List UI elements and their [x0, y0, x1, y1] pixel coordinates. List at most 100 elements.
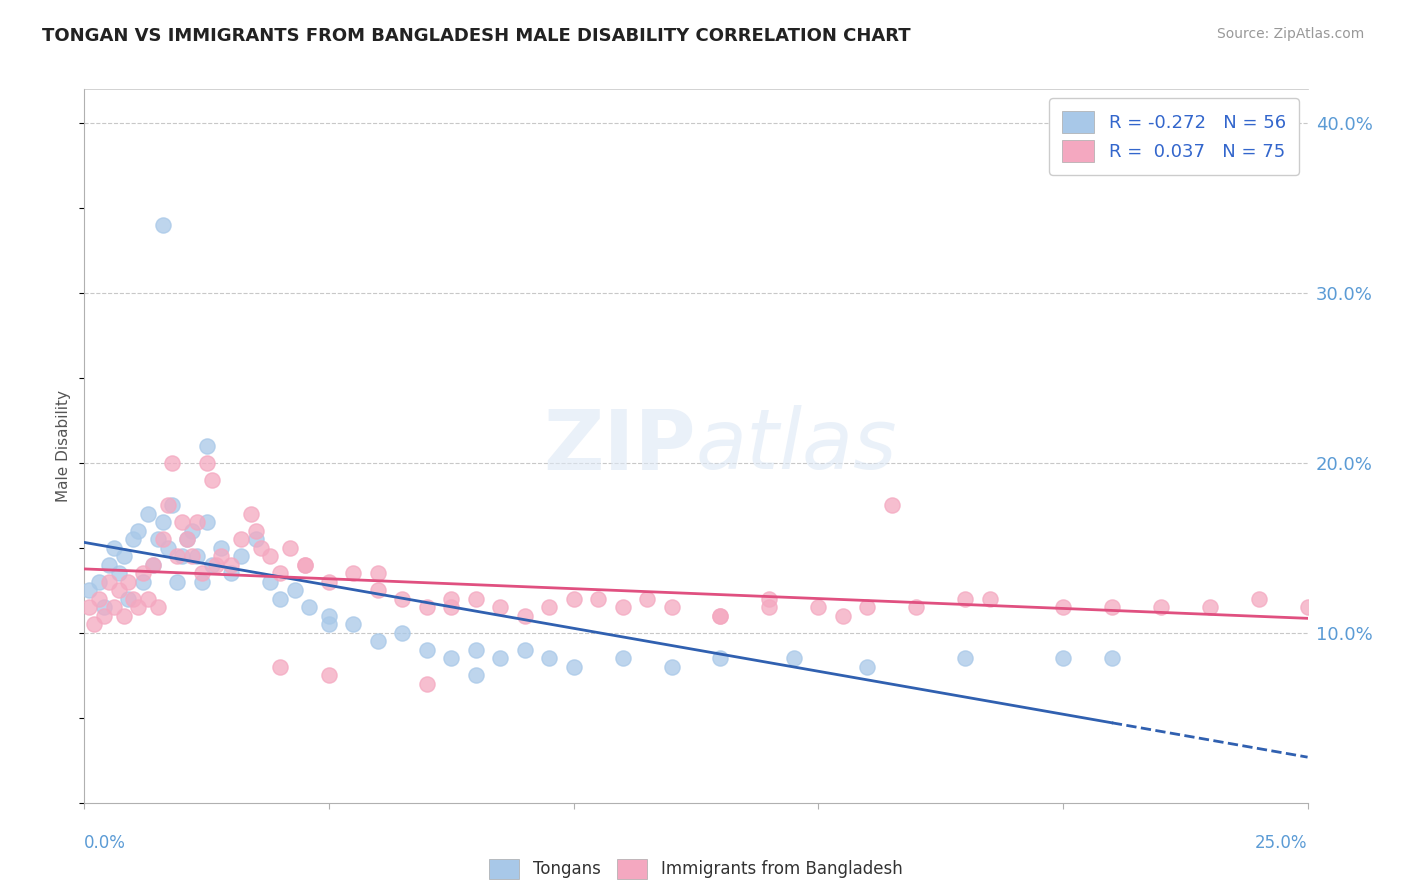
Text: TONGAN VS IMMIGRANTS FROM BANGLADESH MALE DISABILITY CORRELATION CHART: TONGAN VS IMMIGRANTS FROM BANGLADESH MAL… — [42, 27, 911, 45]
Point — [1150, 600, 1173, 615]
Text: 25.0%: 25.0% — [1256, 834, 1308, 852]
Point — [112, 608, 135, 623]
Point — [146, 533, 169, 547]
Point — [172, 549, 194, 564]
Point — [1101, 600, 1123, 615]
Point — [132, 566, 155, 581]
Point — [294, 558, 316, 572]
Point — [612, 651, 634, 665]
Point — [953, 591, 976, 606]
Point — [142, 558, 165, 572]
Point — [122, 533, 145, 547]
Point — [195, 456, 218, 470]
Point — [294, 558, 316, 572]
Point — [636, 591, 658, 606]
Point — [209, 549, 232, 564]
Point — [709, 608, 731, 623]
Point — [269, 660, 291, 674]
Point — [1052, 651, 1074, 665]
Point — [97, 558, 120, 572]
Point — [318, 668, 340, 682]
Point — [856, 660, 879, 674]
Point — [758, 591, 780, 606]
Point — [107, 583, 129, 598]
Point — [77, 583, 100, 598]
Point — [136, 591, 159, 606]
Point — [156, 499, 179, 513]
Point — [318, 608, 340, 623]
Point — [464, 668, 486, 682]
Point — [440, 600, 463, 615]
Point — [269, 566, 291, 581]
Text: Source: ZipAtlas.com: Source: ZipAtlas.com — [1216, 27, 1364, 41]
Point — [489, 651, 512, 665]
Point — [391, 626, 413, 640]
Point — [132, 574, 155, 589]
Point — [1296, 600, 1319, 615]
Point — [239, 507, 262, 521]
Point — [103, 600, 125, 615]
Point — [200, 473, 222, 487]
Point — [831, 608, 853, 623]
Point — [562, 660, 585, 674]
Text: atlas: atlas — [696, 406, 897, 486]
Point — [181, 524, 204, 538]
Point — [269, 591, 291, 606]
Point — [176, 533, 198, 547]
Point — [416, 643, 439, 657]
Point — [342, 566, 364, 581]
Point — [181, 549, 204, 564]
Point — [176, 533, 198, 547]
Point — [229, 549, 252, 564]
Point — [87, 574, 110, 589]
Point — [127, 600, 149, 615]
Point — [783, 651, 806, 665]
Point — [136, 507, 159, 521]
Point — [259, 574, 281, 589]
Point — [1247, 591, 1270, 606]
Point — [249, 541, 271, 555]
Point — [209, 541, 232, 555]
Point — [538, 651, 561, 665]
Point — [367, 566, 389, 581]
Point — [1101, 651, 1123, 665]
Point — [186, 516, 208, 530]
Point — [127, 524, 149, 538]
Point — [586, 591, 609, 606]
Point — [1198, 600, 1220, 615]
Point — [87, 591, 110, 606]
Y-axis label: Male Disability: Male Disability — [56, 390, 72, 502]
Point — [416, 600, 439, 615]
Point — [440, 651, 463, 665]
Point — [93, 608, 115, 623]
Point — [166, 549, 188, 564]
Point — [152, 533, 174, 547]
Point — [259, 549, 281, 564]
Legend: Tongans, Immigrants from Bangladesh: Tongans, Immigrants from Bangladesh — [481, 850, 911, 888]
Point — [191, 574, 214, 589]
Text: ZIP: ZIP — [544, 406, 696, 486]
Point — [162, 499, 184, 513]
Point — [880, 499, 903, 513]
Point — [117, 574, 139, 589]
Text: 0.0%: 0.0% — [84, 834, 127, 852]
Point — [112, 549, 135, 564]
Point — [953, 651, 976, 665]
Point — [152, 516, 174, 530]
Point — [318, 617, 340, 632]
Point — [152, 218, 174, 232]
Point — [278, 541, 301, 555]
Point — [172, 516, 194, 530]
Point — [416, 677, 439, 691]
Point — [318, 574, 340, 589]
Point — [661, 660, 683, 674]
Point — [219, 566, 242, 581]
Point — [709, 651, 731, 665]
Point — [93, 600, 115, 615]
Point — [513, 643, 536, 657]
Point — [367, 634, 389, 648]
Point — [166, 574, 188, 589]
Point — [245, 524, 267, 538]
Point — [117, 591, 139, 606]
Point — [513, 608, 536, 623]
